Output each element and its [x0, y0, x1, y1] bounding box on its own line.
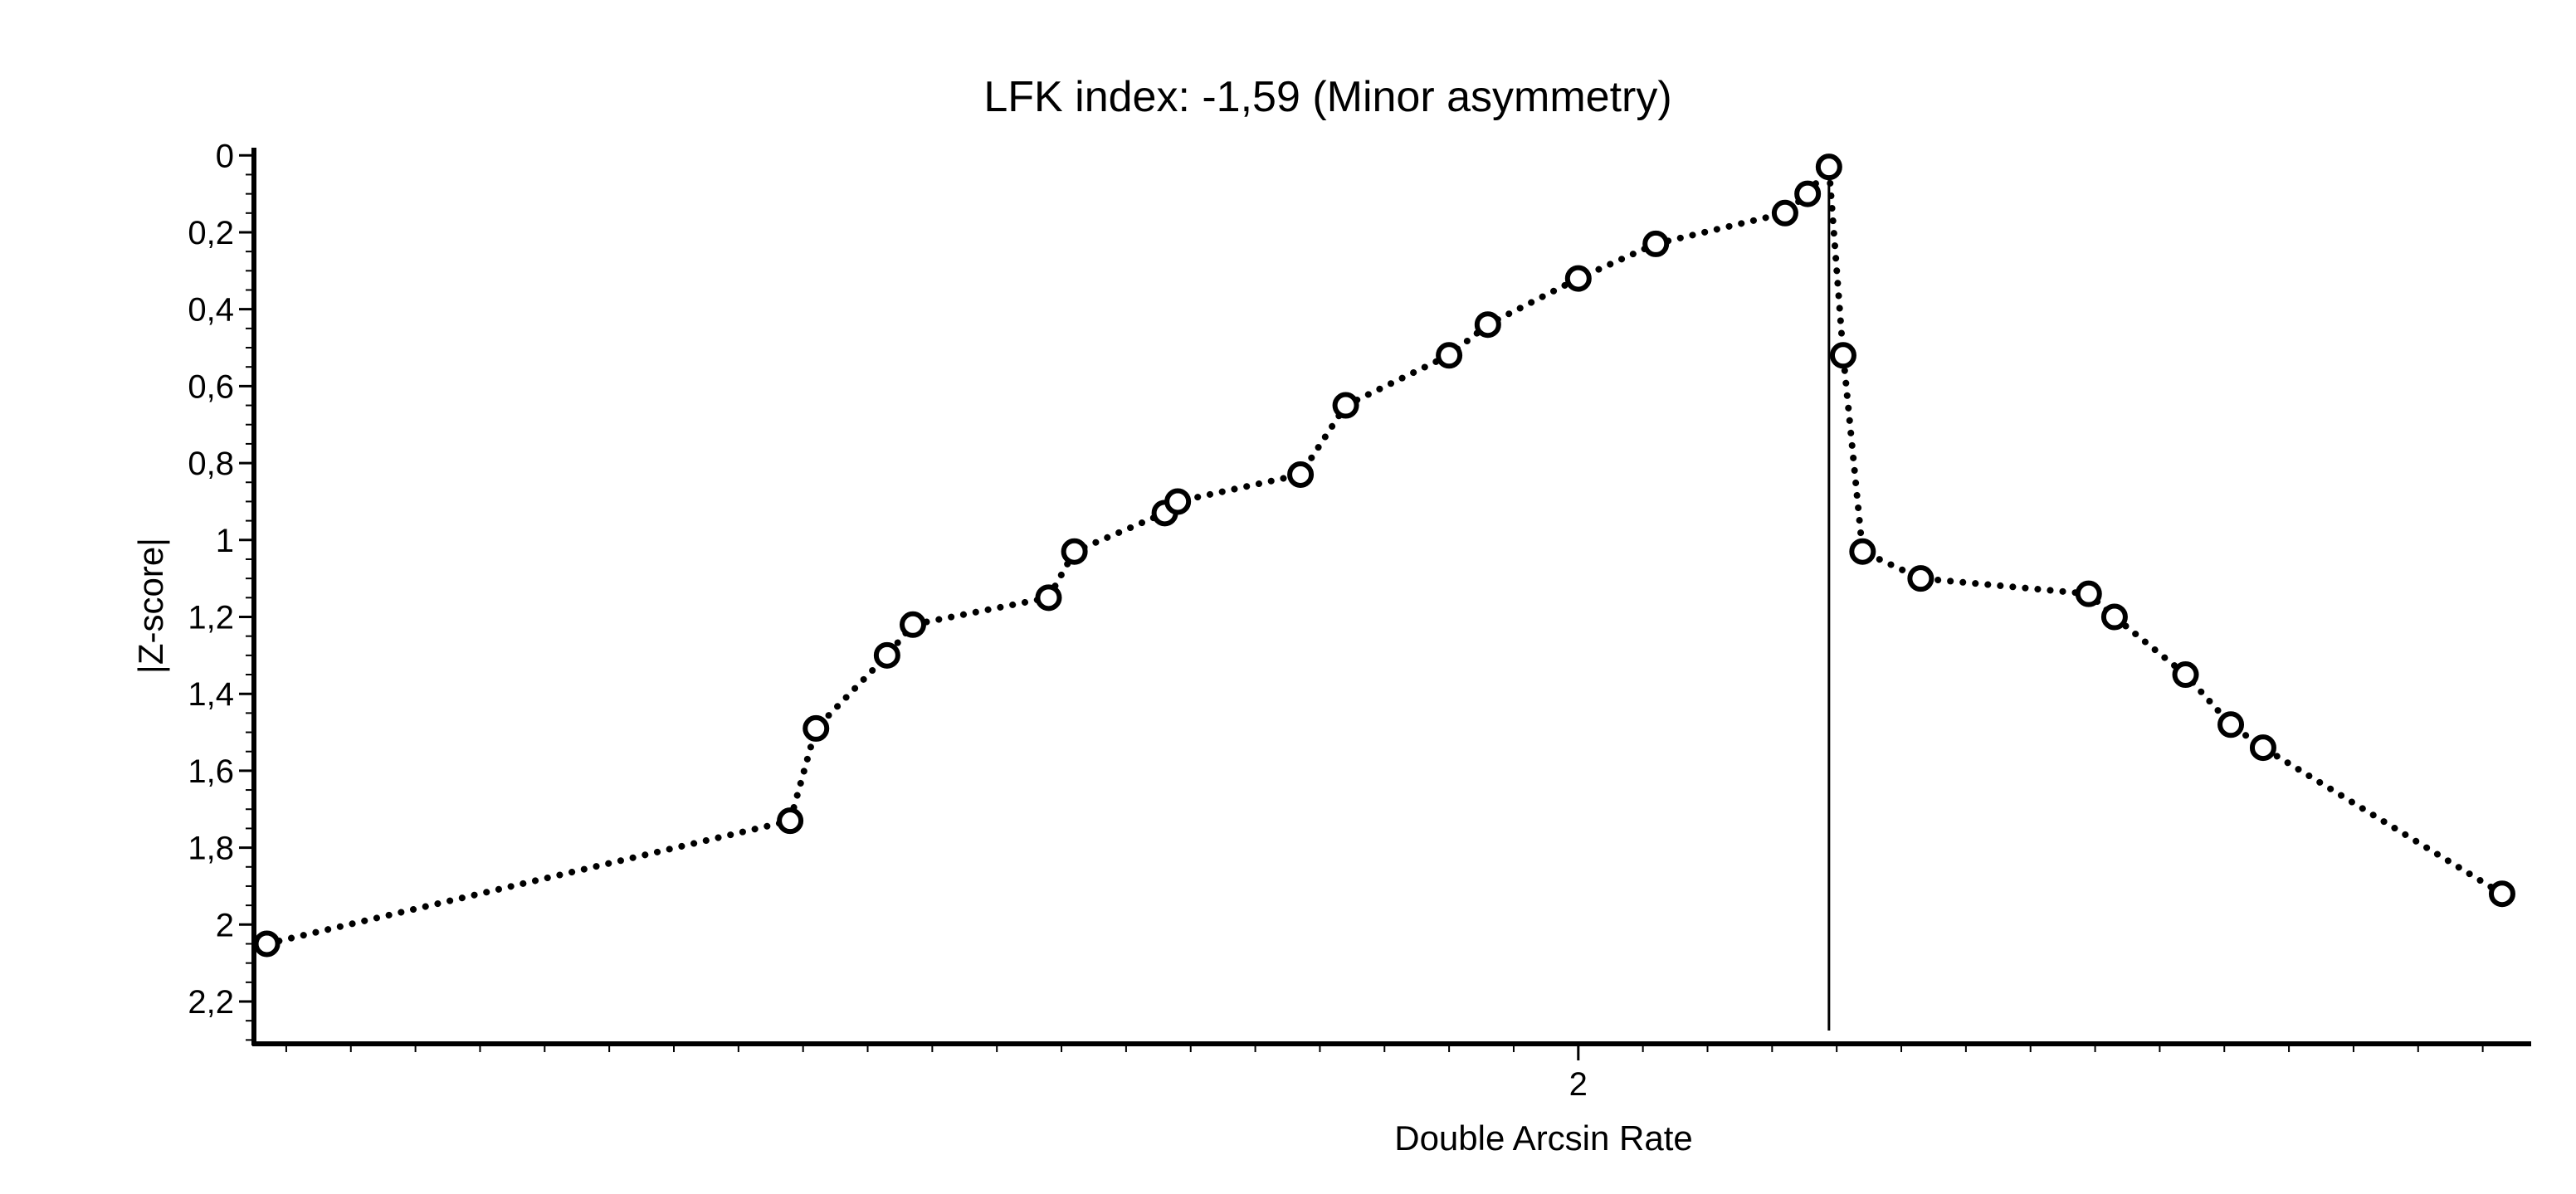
- connecting-line-group: [263, 158, 2505, 948]
- data-point: [1849, 538, 1876, 565]
- axes: 0 0,2 0,4 0,6 0,8 1 1,2 1,4 1,6 1,8 2 2,2 2: [188, 138, 2531, 1103]
- data-point: [2100, 603, 2128, 631]
- data-point: [1164, 488, 1192, 515]
- data-point: [1436, 342, 1463, 369]
- y-tick-label: 1,8: [188, 831, 234, 867]
- data-point: [1564, 265, 1592, 292]
- data-point: [1771, 199, 1798, 227]
- y-tick-label: 2: [216, 907, 234, 943]
- data-point: [1642, 230, 1670, 257]
- chart-title: LFK index: -1,59 (Minor asymmetry): [983, 73, 1671, 121]
- data-point: [2488, 880, 2515, 908]
- data-point: [1061, 538, 1088, 565]
- data-point: [1287, 461, 1315, 488]
- data-point: [2172, 661, 2199, 689]
- data-point: [1035, 584, 1062, 612]
- dotted-connecting-line: [263, 158, 2505, 948]
- x-tick-label: 2: [1569, 1066, 1588, 1103]
- y-axis-label: |Z-score|: [131, 538, 170, 674]
- data-point: [803, 714, 830, 742]
- data-points: [253, 154, 2515, 958]
- data-point: [1815, 154, 1842, 181]
- y-tick-label: 0,4: [188, 292, 234, 329]
- y-tick-label: 1,6: [188, 753, 234, 790]
- data-point: [900, 611, 927, 638]
- x-axis-label: Double Arcsin Rate: [1394, 1118, 1693, 1157]
- data-point: [1829, 342, 1856, 369]
- data-point: [2217, 711, 2245, 738]
- data-point: [1794, 180, 1822, 207]
- y-tick-label: 2,2: [188, 984, 234, 1021]
- y-tick-label: 0,6: [188, 368, 234, 405]
- data-point: [2249, 734, 2276, 762]
- data-point: [1907, 565, 1934, 592]
- y-tick-label: 0: [216, 138, 234, 174]
- y-tick-label: 0,2: [188, 215, 234, 251]
- y-tick-label: 1: [216, 523, 234, 559]
- data-point: [1332, 392, 1359, 419]
- y-tick-label: 0,8: [188, 446, 234, 482]
- data-point: [777, 807, 804, 835]
- data-point: [873, 641, 900, 669]
- data-point: [253, 930, 281, 958]
- y-tick-label: 1,2: [188, 599, 234, 636]
- data-point: [2075, 580, 2102, 607]
- y-tick-label: 1,4: [188, 676, 234, 713]
- data-point: [1474, 311, 1501, 339]
